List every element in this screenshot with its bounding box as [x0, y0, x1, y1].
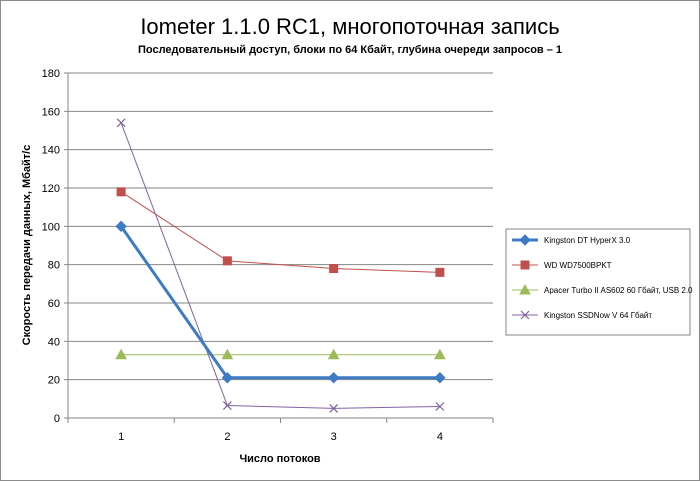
data-point — [434, 372, 446, 384]
data-point — [327, 348, 340, 360]
chart-subtitle: Последовательный доступ, блоки по 64 Кба… — [138, 44, 562, 56]
data-point — [221, 348, 234, 360]
y-tick-label: 20 — [48, 375, 60, 387]
legend-marker — [519, 234, 531, 246]
marker-stroke — [435, 402, 445, 411]
data-point — [222, 401, 232, 410]
y-tick-label: 40 — [48, 336, 60, 348]
data-point — [435, 402, 445, 411]
series-line — [120, 191, 440, 273]
y-tick-label: 120 — [42, 183, 60, 195]
y-tick-label: 60 — [48, 298, 60, 310]
data-point — [116, 187, 126, 197]
data-point — [329, 403, 339, 413]
series-line — [119, 225, 440, 380]
legend-label: WD WD7500BPKT — [544, 261, 612, 270]
grid-layer — [68, 72, 493, 381]
data-point — [327, 372, 340, 384]
legend-label: Apacer Turbo II AS602 60 Гбайт, USB 2.0 — [544, 286, 693, 295]
y-axis-label: Скорость передачи данных, Мбайт/с — [21, 145, 33, 346]
legend-box — [505, 228, 691, 336]
data-point — [329, 264, 339, 273]
chart-title: Iometer 1.1.0 RC1, многопоточная запись — [140, 14, 559, 39]
y-tick-label: 160 — [42, 106, 60, 118]
data-point — [115, 220, 127, 233]
legend-marker — [520, 260, 530, 270]
marker-stroke — [116, 118, 126, 128]
y-tick-label: 180 — [42, 68, 60, 80]
series-line — [120, 122, 440, 409]
data-point — [222, 256, 232, 266]
data-point — [115, 348, 127, 360]
legend-label: Kingston DT HyperX 3.0 — [544, 236, 631, 245]
axis-layer: 0 20 40 60 80 100 120 140 160 180 1 2 3 4 — [42, 68, 494, 443]
marker-stroke — [329, 403, 339, 413]
x-tick-label: 3 — [331, 431, 337, 443]
data-point — [221, 372, 234, 384]
data-point — [116, 118, 126, 128]
y-tick-label: 80 — [48, 260, 60, 272]
series-layer — [115, 118, 446, 413]
y-tick-label: 100 — [42, 221, 60, 233]
legend-marker — [519, 283, 531, 295]
data-point — [435, 267, 445, 277]
x-tick-label: 4 — [437, 431, 443, 443]
x-axis-label: Число потоков — [239, 453, 320, 465]
y-tick-label: 140 — [42, 145, 60, 157]
x-tick-label: 1 — [118, 431, 124, 443]
marker-stroke — [222, 401, 232, 410]
y-tick-label: 0 — [54, 413, 60, 425]
legend-marker — [520, 310, 530, 320]
marker-stroke — [520, 310, 530, 320]
data-point — [434, 348, 446, 360]
legend: Kingston DT HyperX 3.0 WD WD7500BPKT Apace… — [505, 228, 693, 336]
legend-label: Kingston SSDNow V 64 Гбайт — [544, 311, 652, 320]
x-tick-label: 2 — [224, 431, 230, 443]
